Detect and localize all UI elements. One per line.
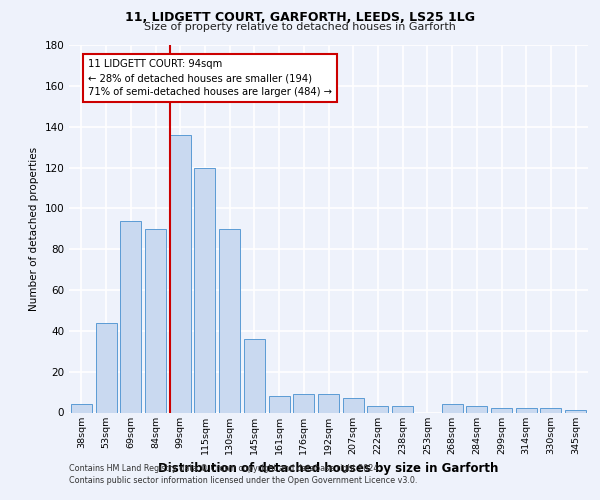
Bar [491, 408, 512, 412]
Bar [442, 404, 463, 412]
Bar [318, 394, 339, 412]
Bar [269, 396, 290, 412]
Bar [466, 406, 487, 412]
Bar [541, 408, 562, 412]
Bar [293, 394, 314, 412]
Bar [343, 398, 364, 412]
Text: Size of property relative to detached houses in Garforth: Size of property relative to detached ho… [144, 22, 456, 32]
Bar [95, 322, 116, 412]
Text: Contains public sector information licensed under the Open Government Licence v3: Contains public sector information licen… [69, 476, 418, 485]
Bar [219, 229, 240, 412]
X-axis label: Distribution of detached houses by size in Garforth: Distribution of detached houses by size … [158, 462, 499, 475]
Bar [170, 135, 191, 412]
Bar [194, 168, 215, 412]
Text: 11, LIDGETT COURT, GARFORTH, LEEDS, LS25 1LG: 11, LIDGETT COURT, GARFORTH, LEEDS, LS25… [125, 11, 475, 24]
Bar [120, 220, 141, 412]
Bar [392, 406, 413, 412]
Bar [516, 408, 537, 412]
Bar [367, 406, 388, 412]
Text: 11 LIDGETT COURT: 94sqm
← 28% of detached houses are smaller (194)
71% of semi-d: 11 LIDGETT COURT: 94sqm ← 28% of detache… [88, 60, 332, 98]
Bar [244, 339, 265, 412]
Text: Contains HM Land Registry data © Crown copyright and database right 2024.: Contains HM Land Registry data © Crown c… [69, 464, 381, 473]
Bar [565, 410, 586, 412]
Y-axis label: Number of detached properties: Number of detached properties [29, 146, 39, 311]
Bar [71, 404, 92, 412]
Bar [145, 229, 166, 412]
